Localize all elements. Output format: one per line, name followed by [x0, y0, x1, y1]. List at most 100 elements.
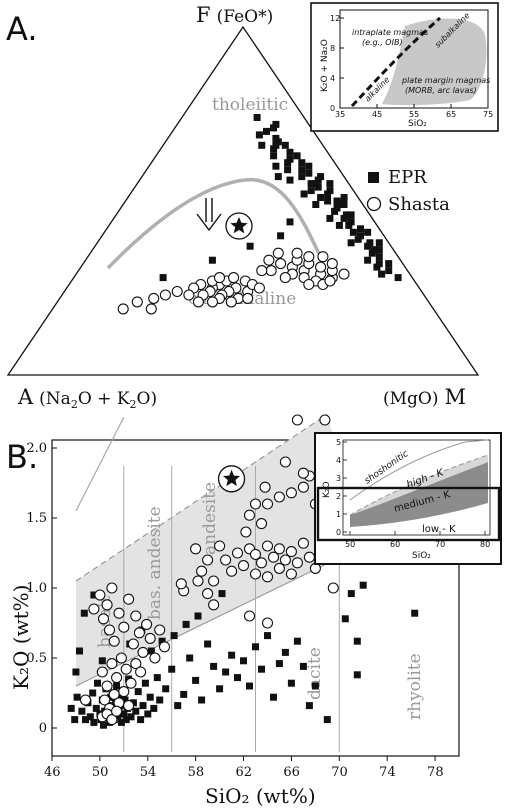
panel-a-letter: A. — [6, 10, 38, 48]
afm-epr-point — [286, 148, 294, 156]
b-shasta-point — [297, 481, 309, 493]
afm-epr-point — [326, 187, 334, 195]
inset-k-ylabel: K₂O — [322, 481, 332, 498]
b-shasta-point — [237, 560, 250, 572]
afm-epr-point — [347, 239, 355, 247]
b-epr-point — [180, 690, 188, 698]
b-epr-point — [158, 637, 166, 645]
b-epr-point — [100, 721, 107, 729]
b-epr-point — [122, 716, 130, 724]
panel-b-x-tick-label: 70 — [331, 765, 348, 780]
inset-k-y-tick-label: 1 — [336, 510, 341, 519]
afm-epr-point — [274, 173, 282, 181]
b-shasta-point — [127, 638, 139, 650]
afm-epr-point — [364, 256, 372, 264]
inset-k-y-tick-label: 2 — [336, 492, 341, 501]
b-epr-point — [153, 674, 161, 682]
b-shasta-point — [190, 543, 202, 555]
b-shasta-point — [285, 568, 297, 580]
afm-epr-point — [286, 218, 294, 226]
legend-shasta-marker — [366, 196, 382, 212]
star-sample-b — [217, 465, 246, 493]
afm-epr-point — [307, 180, 315, 188]
afm-shasta-point — [303, 251, 315, 263]
afm-epr-point — [340, 194, 348, 201]
inset-tas-ylabel: K₂O + Na₂O — [320, 39, 330, 92]
panel-a-afm: A. F (FeO*) A (Na2O + K2O) (MgO) M tholeiit… — [6, 2, 499, 411]
afm-epr-point — [253, 114, 261, 121]
inset-tas-x-tick-label: 55 — [409, 110, 419, 119]
inset-tas-x-tick-label: 75 — [483, 110, 493, 119]
b-epr-point — [252, 643, 259, 651]
b-epr-point — [222, 668, 230, 676]
b-epr-point — [218, 590, 226, 598]
b-epr-point — [275, 660, 283, 668]
b-epr-point — [411, 609, 419, 617]
afm-shasta-point — [263, 254, 275, 266]
b-epr-point — [76, 647, 83, 655]
afm-epr-point — [371, 246, 379, 254]
b-shasta-point — [273, 491, 285, 503]
b-epr-point — [162, 685, 170, 693]
b-shasta-point — [106, 714, 118, 726]
afm-epr-point — [312, 180, 320, 188]
b-shasta-point — [279, 554, 291, 566]
inset-k-x-tick-label: 50 — [345, 540, 355, 549]
b-epr-point — [234, 674, 241, 682]
b-epr-point — [299, 662, 307, 670]
apex-a-label: A (Na2O + K2O) — [17, 385, 157, 411]
b-shasta-point — [108, 635, 120, 647]
inset-label-plate-margin-sub: (MORB, arc lavas) — [405, 86, 477, 95]
b-epr-point — [194, 612, 202, 620]
b-shasta-point — [208, 575, 220, 587]
afm-shasta-point — [303, 278, 315, 291]
b-epr-point — [323, 716, 331, 724]
star-sample-a — [225, 212, 253, 240]
inset-k-xlabel: SiO₂ — [412, 551, 431, 561]
afm-epr-point — [385, 260, 393, 268]
panel-b-y-tick-label: 1.5 — [26, 511, 47, 526]
afm-epr-point — [272, 120, 280, 128]
b-shasta-point — [226, 565, 238, 577]
afm-shasta-point — [206, 296, 219, 308]
b-shasta-point — [267, 551, 280, 563]
afm-epr-point — [375, 246, 383, 254]
panel-b-y-ticks: 0 0.5 1.0 1.5 2.0 — [26, 441, 57, 736]
inset-k-x-tick-label: 70 — [435, 540, 445, 549]
b-shasta-point — [243, 509, 256, 521]
b-shasta-point — [106, 582, 118, 594]
afm-shasta-point — [253, 282, 265, 294]
b-shasta-point — [111, 672, 123, 684]
apex-a-sub-3: O + K — [78, 389, 130, 409]
afm-epr-point — [284, 166, 292, 174]
afm-epr-point — [307, 187, 315, 195]
b-epr-point — [134, 688, 142, 696]
b-epr-point — [86, 713, 94, 721]
afm-shasta-point — [275, 258, 287, 270]
afm-shasta-point — [131, 296, 143, 308]
b-epr-point — [80, 609, 88, 617]
afm-shasta-point — [148, 292, 160, 304]
b-shasta-point — [285, 546, 297, 558]
b-shasta-point — [291, 557, 303, 569]
tholeiitic-divider-curve — [106, 178, 324, 270]
apex-a-sub-5: O) — [137, 389, 158, 409]
afm-epr-point — [340, 201, 348, 208]
b-epr-point — [114, 713, 122, 721]
b-epr-point — [216, 685, 224, 693]
afm-epr-point — [349, 228, 357, 236]
panel-b-x-ticks: 46 50 54 58 62 66 70 74 78 — [44, 756, 444, 780]
b-shasta-point — [118, 686, 130, 698]
b-epr-point — [139, 702, 147, 710]
b-shasta-point — [297, 537, 309, 549]
afm-epr-point — [385, 267, 393, 275]
inset-tas-x-tick-label: 65 — [446, 110, 456, 119]
b-epr-point — [117, 718, 125, 726]
b-epr-point — [146, 693, 154, 701]
b-shasta-point — [97, 613, 110, 625]
afm-epr-point — [298, 173, 306, 181]
b-shasta-point — [279, 456, 291, 468]
b-shasta-point — [113, 607, 125, 619]
band-upper-boundary — [75, 413, 328, 582]
